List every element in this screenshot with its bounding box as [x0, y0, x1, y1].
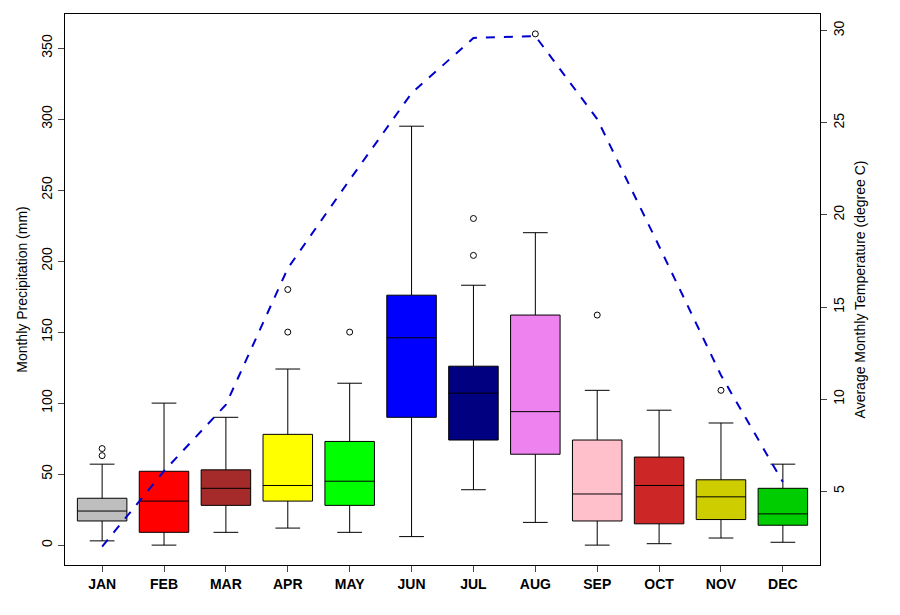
svg-text:FEB: FEB: [150, 576, 178, 592]
svg-text:MAR: MAR: [210, 576, 242, 592]
svg-text:AUG: AUG: [520, 576, 551, 592]
svg-text:10: 10: [831, 389, 847, 405]
svg-text:20: 20: [831, 205, 847, 221]
svg-text:5: 5: [831, 485, 847, 493]
svg-text:NOV: NOV: [706, 576, 737, 592]
svg-text:30: 30: [831, 20, 847, 36]
svg-text:SEP: SEP: [583, 576, 611, 592]
svg-text:JUL: JUL: [460, 576, 487, 592]
svg-text:MAY: MAY: [335, 576, 365, 592]
svg-text:OCT: OCT: [644, 576, 674, 592]
svg-text:15: 15: [831, 297, 847, 313]
svg-text:100: 100: [39, 389, 55, 413]
svg-text:300: 300: [39, 105, 55, 129]
svg-text:Average Monthly Temperature (d: Average Monthly Temperature (degree C): [852, 161, 868, 419]
svg-text:APR: APR: [273, 576, 303, 592]
svg-text:Monthly Precipitation (mm): Monthly Precipitation (mm): [14, 206, 30, 373]
svg-text:350: 350: [39, 34, 55, 58]
svg-text:JAN: JAN: [88, 576, 116, 592]
svg-text:150: 150: [39, 318, 55, 342]
svg-text:200: 200: [39, 247, 55, 271]
svg-text:DEC: DEC: [768, 576, 798, 592]
svg-text:0: 0: [39, 539, 55, 547]
svg-text:50: 50: [39, 464, 55, 480]
svg-text:25: 25: [831, 113, 847, 129]
svg-text:JUN: JUN: [398, 576, 426, 592]
svg-text:250: 250: [39, 176, 55, 200]
